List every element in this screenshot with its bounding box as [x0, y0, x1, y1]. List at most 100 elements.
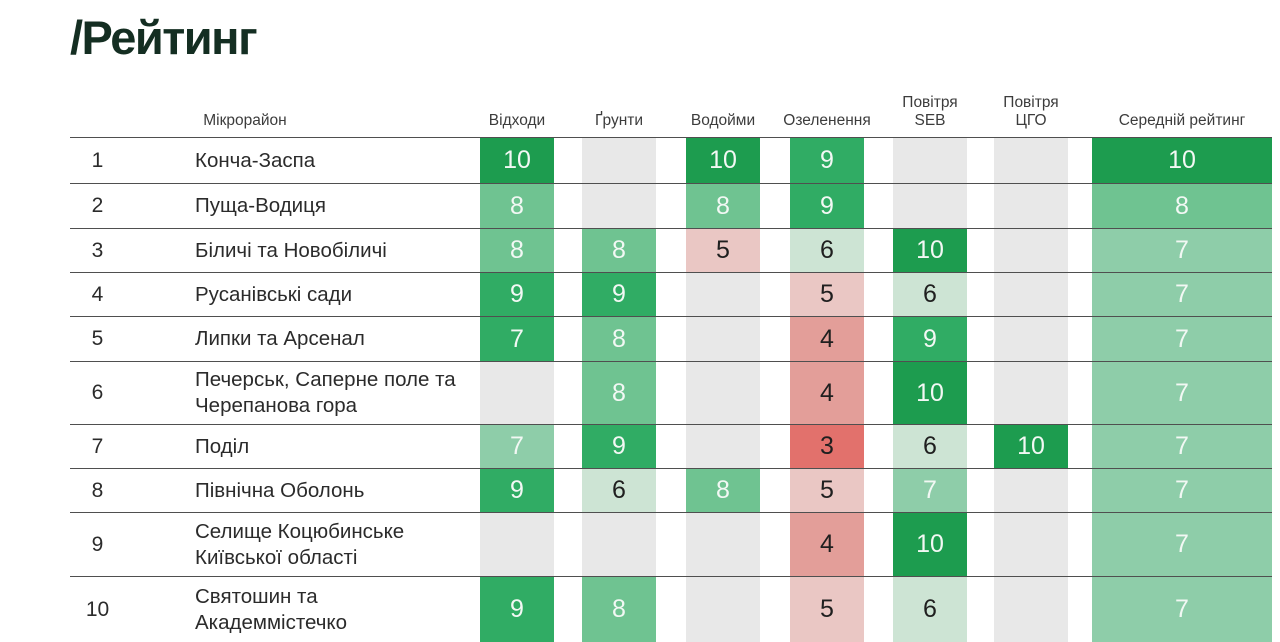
score-cell: 9 — [790, 138, 864, 183]
column-header-green: Озеленення — [783, 112, 871, 130]
empty-score-cell — [686, 577, 760, 642]
district-name-cell: Конча-Заспа — [195, 148, 316, 172]
rating-table: Мікрорайон Відходи Ґрунти Водойми Озелен… — [70, 90, 1272, 642]
score-cell: 4 — [790, 513, 864, 576]
score-cell: 5 — [686, 229, 760, 272]
score-cell: 7 — [1092, 513, 1272, 576]
score-cell: 4 — [790, 362, 864, 424]
empty-score-cell — [686, 513, 760, 576]
empty-score-cell — [582, 184, 656, 228]
score-cell: 5 — [790, 273, 864, 316]
score-cell: 4 — [790, 317, 864, 361]
district-name-cell: Русанівські сади — [195, 282, 353, 306]
score-cell: 8 — [582, 362, 656, 424]
district-name-cell: Селище Коцюбинське Київської області — [195, 519, 405, 569]
district-name-cell: Поділ — [195, 434, 250, 458]
score-cell: 7 — [1092, 425, 1272, 468]
table-row: 7 Поділ 7 9 3 6 10 7 — [70, 424, 1272, 468]
empty-score-cell — [686, 273, 760, 316]
empty-score-cell — [994, 184, 1068, 228]
score-cell: 5 — [790, 469, 864, 512]
score-cell: 7 — [1092, 273, 1272, 316]
score-cell: 6 — [893, 577, 967, 642]
score-cell: 7 — [480, 425, 554, 468]
score-cell: 10 — [686, 138, 760, 183]
score-cell: 10 — [893, 229, 967, 272]
rank-cell: 6 — [91, 381, 104, 404]
column-header-air-seb: Повітря SEB — [902, 94, 958, 130]
table-row: 3 Біличі та Новобіличі 8 8 5 6 10 7 — [70, 228, 1272, 272]
score-cell: 8 — [686, 184, 760, 228]
district-name-cell: Святошин та Академмістечко — [195, 584, 348, 634]
score-cell: 9 — [582, 273, 656, 316]
column-header-average-rating: Середній рейтинг — [1118, 112, 1246, 130]
empty-score-cell — [994, 273, 1068, 316]
empty-score-cell — [582, 513, 656, 576]
empty-score-cell — [994, 469, 1068, 512]
rank-cell: 8 — [91, 478, 104, 502]
empty-score-cell — [686, 425, 760, 468]
rank-cell: 2 — [91, 194, 104, 217]
score-cell: 9 — [790, 184, 864, 228]
page-title: /Рейтинг — [70, 11, 258, 64]
score-cell: 7 — [893, 469, 967, 512]
empty-score-cell — [582, 138, 656, 183]
column-header-air-cgo: Повітря ЦГО — [1003, 94, 1059, 130]
score-cell: 9 — [893, 317, 967, 361]
score-cell: 6 — [893, 425, 967, 468]
score-cell: 6 — [893, 273, 967, 316]
score-cell: 3 — [790, 425, 864, 468]
rank-cell: 9 — [91, 532, 104, 556]
rank-cell: 1 — [91, 148, 104, 172]
score-cell: 6 — [582, 469, 656, 512]
score-cell: 8 — [582, 577, 656, 642]
score-cell: 7 — [480, 317, 554, 361]
district-name-cell: Північна Оболонь — [195, 478, 365, 502]
score-cell: 7 — [1092, 317, 1272, 361]
rank-cell: 5 — [91, 327, 104, 350]
column-header-district: Мікрорайон — [203, 112, 287, 130]
score-cell: 10 — [480, 138, 554, 183]
empty-score-cell — [994, 138, 1068, 183]
score-cell: 10 — [893, 362, 967, 424]
score-cell: 8 — [582, 317, 656, 361]
score-cell: 7 — [1092, 362, 1272, 424]
table-row: 4 Русанівські сади 9 9 5 6 7 — [70, 272, 1272, 316]
rank-cell: 4 — [91, 282, 104, 306]
district-name-cell: Біличі та Новобіличі — [195, 238, 387, 262]
empty-score-cell — [994, 362, 1068, 424]
district-name-cell: Пуща-Водиця — [195, 194, 326, 218]
score-cell: 10 — [994, 425, 1068, 468]
empty-score-cell — [994, 577, 1068, 642]
score-cell: 9 — [480, 577, 554, 642]
score-cell: 8 — [1092, 184, 1272, 228]
score-cell: 10 — [1092, 138, 1272, 183]
table-row: 10 Святошин та Академмістечко 9 8 5 6 7 — [70, 576, 1272, 642]
rank-cell: 10 — [85, 597, 110, 621]
empty-score-cell — [994, 229, 1068, 272]
table-body: 1 Конча-Заспа 10 10 9 10 2 Пуща-Водиця 8 8 9 8 3 Біли… — [70, 137, 1272, 642]
empty-score-cell — [686, 362, 760, 424]
table-row: 5 Липки та Арсенал 7 8 4 9 7 — [70, 316, 1272, 361]
score-cell: 9 — [480, 273, 554, 316]
table-row: 1 Конча-Заспа 10 10 9 10 — [70, 137, 1272, 183]
empty-score-cell — [893, 184, 967, 228]
column-header-waste: Відходи — [488, 112, 546, 130]
score-cell: 8 — [480, 184, 554, 228]
table-row: 2 Пуща-Водиця 8 8 9 8 — [70, 183, 1272, 228]
column-header-soil: Ґрунти — [594, 112, 644, 130]
score-cell: 8 — [480, 229, 554, 272]
table-row: 6 Печерськ, Саперне поле та Черепанова го… — [70, 361, 1272, 424]
district-name-cell: Липки та Арсенал — [195, 327, 365, 351]
score-cell: 7 — [1092, 469, 1272, 512]
score-cell: 10 — [893, 513, 967, 576]
district-name-cell: Печерськ, Саперне поле та Черепанова гор… — [195, 368, 456, 417]
empty-score-cell — [480, 513, 554, 576]
empty-score-cell — [686, 317, 760, 361]
table-row: 9 Селище Коцюбинське Київської області 4 10… — [70, 512, 1272, 576]
score-cell: 8 — [686, 469, 760, 512]
rank-cell: 3 — [91, 238, 104, 262]
score-cell: 5 — [790, 577, 864, 642]
table-header-row: Мікрорайон Відходи Ґрунти Водойми Озелен… — [70, 90, 1272, 137]
score-cell: 7 — [1092, 229, 1272, 272]
